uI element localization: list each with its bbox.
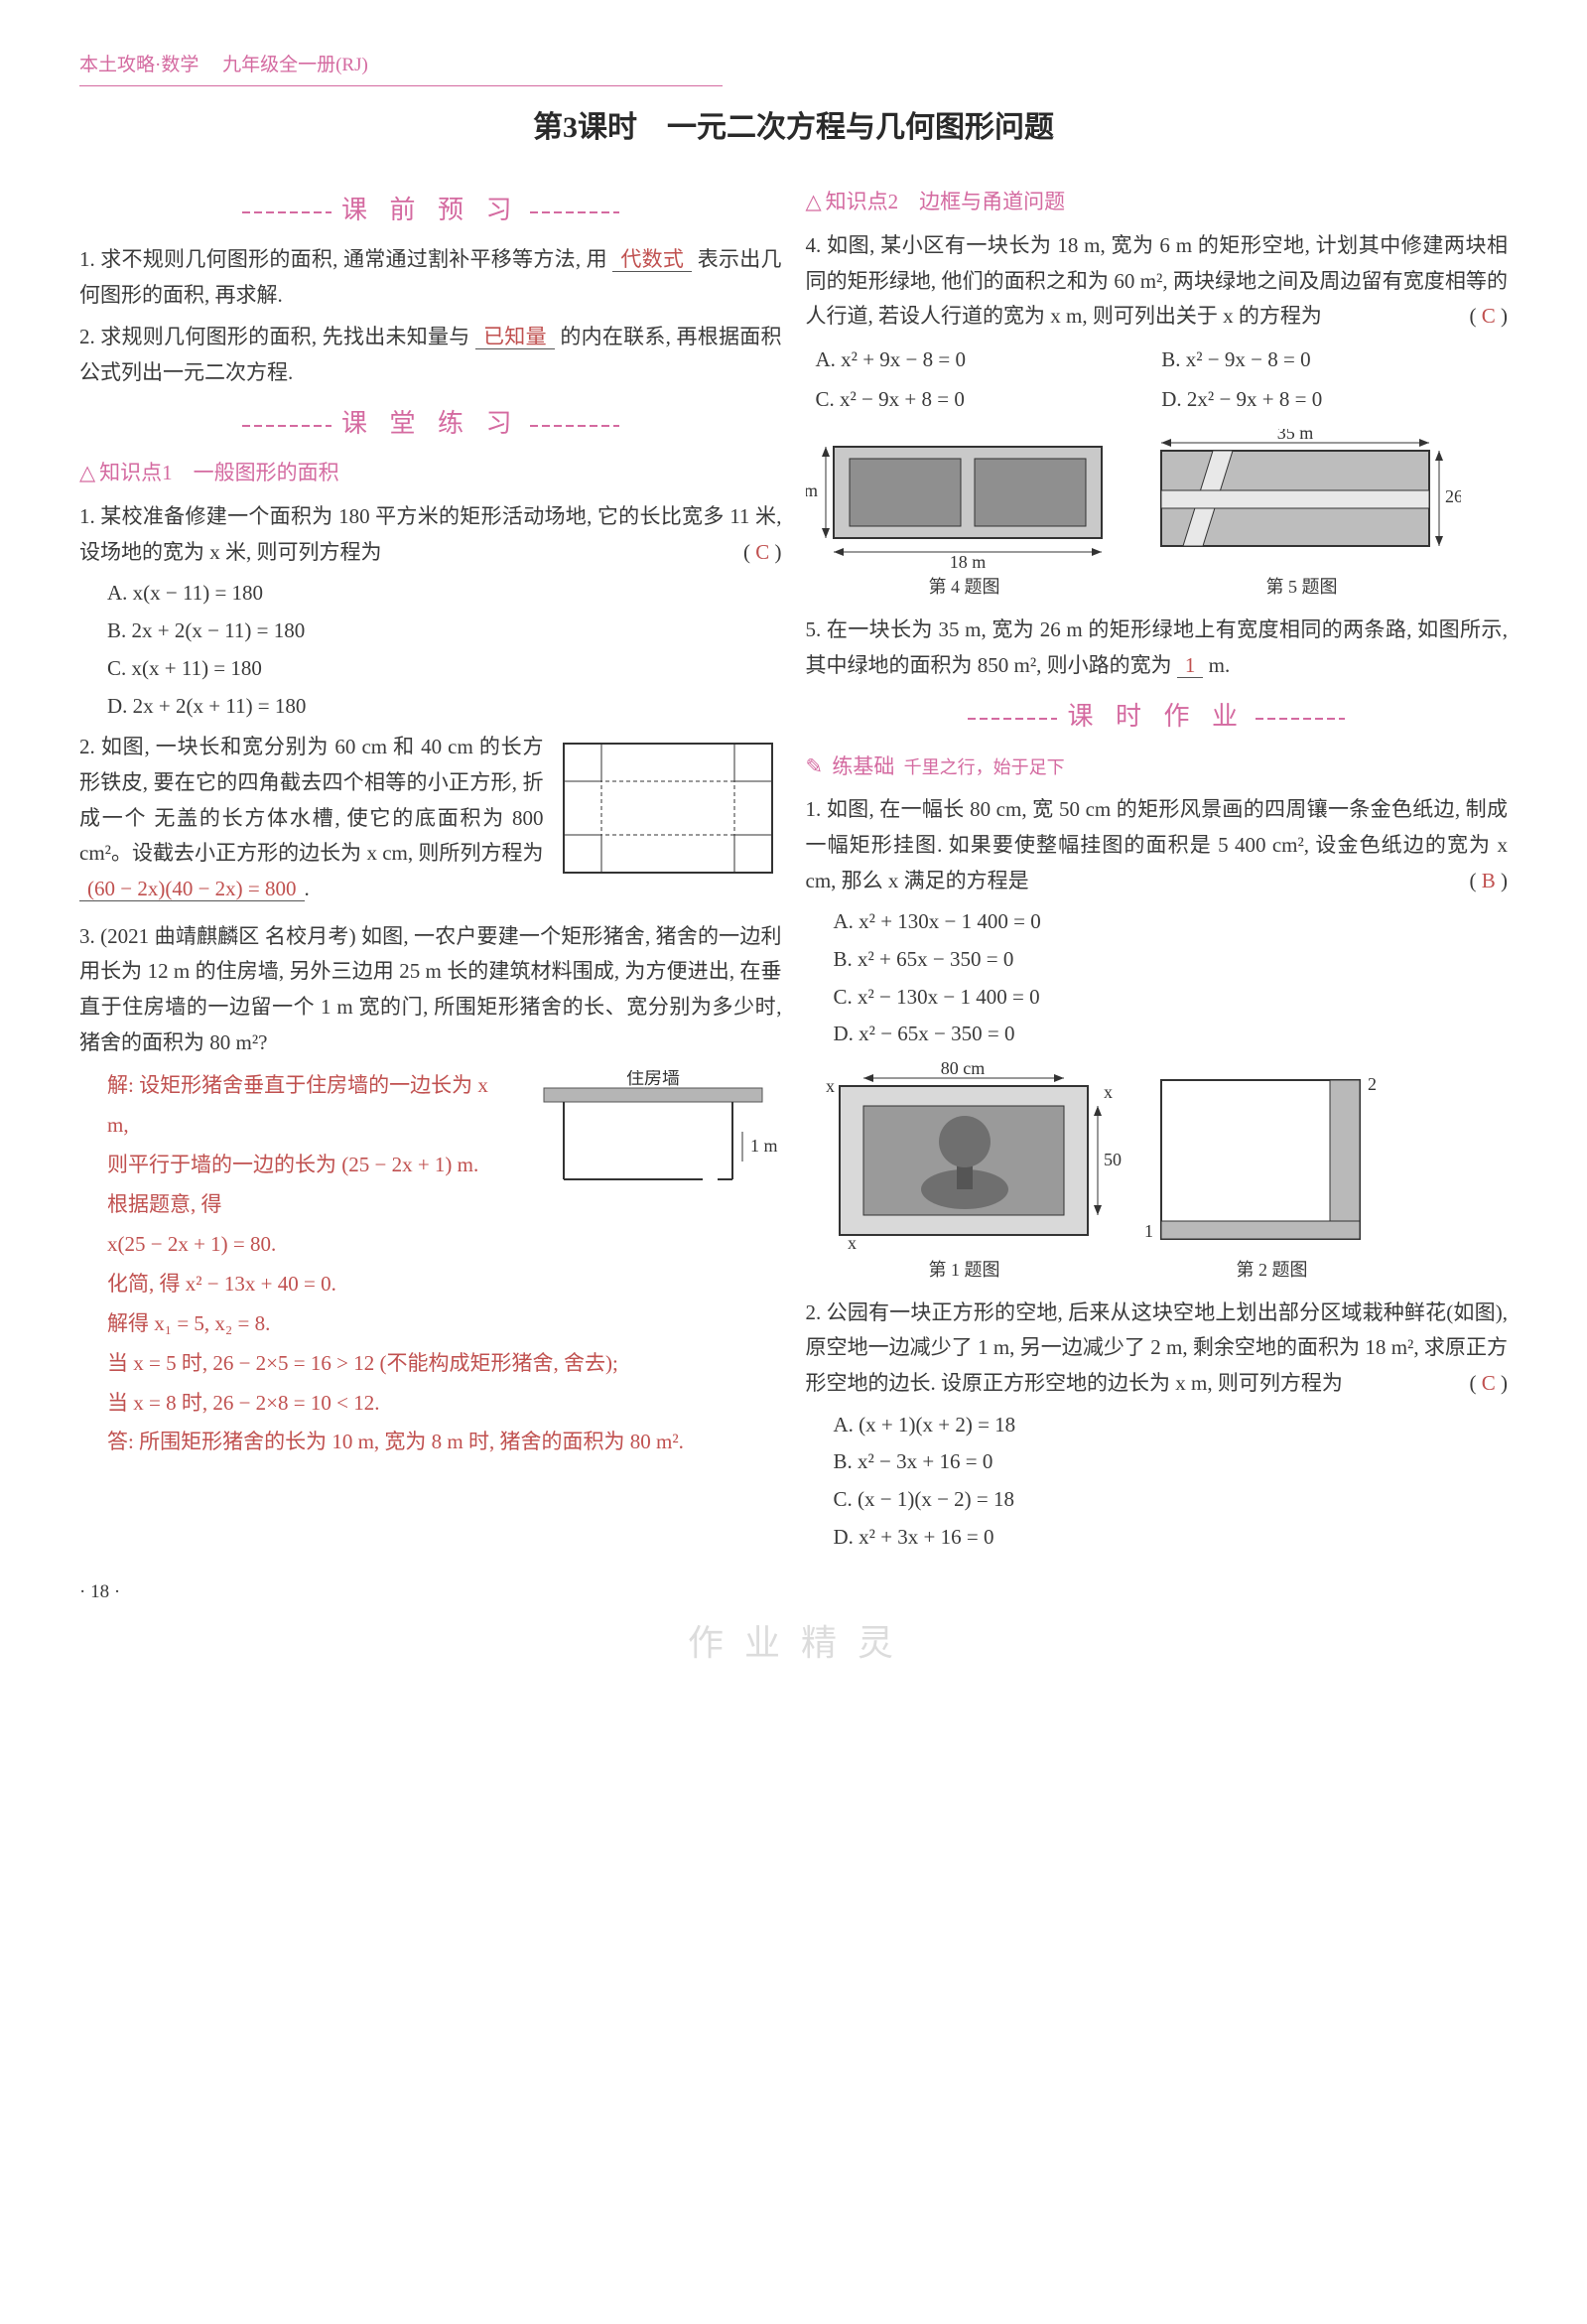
- pencil-icon: ✎: [806, 754, 824, 778]
- sol-line: 当 x = 8 时, 26 − 2×8 = 10 < 12.: [107, 1384, 782, 1424]
- svg-text:住房墙: 住房墙: [626, 1070, 680, 1088]
- q1-opt-c: C. x(x + 11) = 180: [107, 651, 782, 687]
- practice-q1: 1. 某校准备修建一个面积为 180 平方米的矩形活动场地, 它的长比宽多 11…: [79, 499, 782, 570]
- sol-line: 解得 x₁ = 5, x₂ = 8.: [107, 1304, 782, 1344]
- svg-text:1: 1: [1144, 1221, 1153, 1241]
- sol-line: 化简, 得 x² − 13x + 40 = 0.: [107, 1265, 782, 1304]
- q1-opt-d: D. 2x + 2(x + 11) = 180: [107, 689, 782, 725]
- q4-answer: C: [1482, 304, 1496, 328]
- svg-text:2: 2: [1368, 1074, 1377, 1094]
- hw2-opt-b: B. x² − 3x + 16 = 0: [834, 1444, 1509, 1480]
- practice-q4: 4. 如图, 某小区有一块长为 18 m, 宽为 6 m 的矩形空地, 计划其中…: [806, 228, 1509, 335]
- hw-fig2-caption: 第 2 题图: [1143, 1255, 1401, 1286]
- q2-blank: (60 − 2x)(40 − 2x) = 800: [79, 877, 305, 901]
- hw-fig1-caption: 第 1 题图: [806, 1255, 1124, 1286]
- sol-line: 答: 所围矩形猪舍的长为 10 m, 宽为 8 m 时, 猪舍的面积为 80 m…: [107, 1423, 782, 1462]
- q1-answer: C: [755, 540, 769, 564]
- preview-blank-2: 已知量: [475, 325, 555, 349]
- q4-opt-a: A. x² + 9x − 8 = 0: [816, 342, 1162, 378]
- hw2-opt-c: C. (x − 1)(x − 2) = 18: [834, 1482, 1509, 1518]
- hw2-opt-a: A. (x + 1)(x + 2) = 18: [834, 1408, 1509, 1443]
- hw1-opt-c: C. x² − 130x − 1 400 = 0: [834, 980, 1509, 1016]
- q1-opt-b: B. 2x + 2(x − 11) = 180: [107, 614, 782, 649]
- homework-q2: 2. 公园有一块正方形的空地, 后来从这块空地上划出部分区域栽种鲜花(如图), …: [806, 1296, 1509, 1402]
- grade-name: 九年级全一册(RJ): [222, 55, 368, 75]
- svg-text:26 m: 26 m: [1445, 486, 1461, 506]
- preview-item-1: 1. 求不规则几何图形的面积, 通常通过割补平移等方法, 用 代数式 表示出几何…: [79, 242, 782, 313]
- two-column-layout: 课 前 预 习 1. 求不规则几何图形的面积, 通常通过割补平移等方法, 用 代…: [79, 177, 1508, 1557]
- svg-text:x: x: [848, 1233, 857, 1251]
- practice-q2: 2. 如图, 一块长和宽分别为 60 cm 和 40 cm 的长方形铁皮, 要在…: [79, 730, 782, 906]
- svg-text:x: x: [826, 1076, 835, 1096]
- hw-figure-2: 2 1 第 2 题图: [1143, 1062, 1401, 1286]
- q4-q5-figures: 6 m 18 m 第 4 题图: [806, 429, 1509, 603]
- series-name: 本土攻略·数学: [79, 55, 198, 75]
- hw2-answer: C: [1482, 1371, 1496, 1395]
- lesson-title: 第3课时 一元二次方程与几何图形问题: [79, 102, 1508, 153]
- q4-opt-b: B. x² − 9x − 8 = 0: [1161, 342, 1508, 378]
- section-homework-title: 课 时 作 业: [806, 695, 1509, 739]
- svg-text:18 m: 18 m: [949, 552, 986, 568]
- bell-icon: △: [806, 190, 822, 213]
- watermark: 作 业 精 灵: [79, 1613, 1508, 1674]
- preview-item-2: 2. 求规则几何图形的面积, 先找出未知量与 已知量 的内在联系, 再根据面积公…: [79, 320, 782, 390]
- right-column: △知识点2 边框与甬道问题 4. 如图, 某小区有一块长为 18 m, 宽为 6…: [806, 177, 1509, 1557]
- hw-figures: x 80 cm 50 cm x x 第 1 题图: [806, 1062, 1509, 1286]
- kp2-label: △知识点2 边框与甬道问题: [806, 185, 1509, 220]
- practice-q3: 3. (2021 曲靖麒麟区 名校月考) 如图, 一农户要建一个矩形猪舍, 猪舍…: [79, 919, 782, 1061]
- q4-options: A. x² + 9x − 8 = 0 B. x² − 9x − 8 = 0 C.…: [816, 341, 1509, 419]
- q2-figure: [554, 734, 782, 883]
- homework-q1: 1. 如图, 在一幅长 80 cm, 宽 50 cm 的矩形风景画的四周镶一条金…: [806, 792, 1509, 898]
- svg-text:6 m: 6 m: [806, 480, 818, 500]
- bell-icon: △: [79, 461, 95, 484]
- section-preview-title: 课 前 预 习: [79, 189, 782, 232]
- kp1-label: △知识点1 一般图形的面积: [79, 456, 782, 491]
- svg-text:1 m: 1 m: [750, 1136, 778, 1156]
- preview-blank-1: 代数式: [612, 247, 692, 272]
- hw2-options: A. (x + 1)(x + 2) = 18 B. x² − 3x + 16 =…: [834, 1408, 1509, 1556]
- hw1-opt-a: A. x² + 130x − 1 400 = 0: [834, 904, 1509, 940]
- svg-text:35 m: 35 m: [1276, 429, 1313, 443]
- page-number: · 18 ·: [79, 1576, 1508, 1608]
- figure-4: 6 m 18 m 第 4 题图: [806, 429, 1124, 603]
- svg-text:50 cm: 50 cm: [1104, 1150, 1124, 1169]
- q3-figure: 住房墙 1 m: [524, 1070, 782, 1199]
- hw1-answer: B: [1482, 869, 1496, 892]
- svg-text:x: x: [1104, 1082, 1113, 1102]
- left-column: 课 前 预 习 1. 求不规则几何图形的面积, 通常通过割补平移等方法, 用 代…: [79, 177, 782, 1557]
- page-header: 本土攻略·数学 九年级全一册(RJ): [79, 50, 723, 86]
- fig4-caption: 第 4 题图: [806, 572, 1124, 603]
- hw1-opt-b: B. x² + 65x − 350 = 0: [834, 942, 1509, 978]
- hw-figure-1: x 80 cm 50 cm x x 第 1 题图: [806, 1062, 1124, 1286]
- figure-5: 35 m 26 m 第 5 题图: [1143, 429, 1461, 603]
- hw1-options: A. x² + 130x − 1 400 = 0 B. x² + 65x − 3…: [834, 904, 1509, 1052]
- sol-line: 当 x = 5 时, 26 − 2×5 = 16 > 12 (不能构成矩形猪舍,…: [107, 1344, 782, 1384]
- q1-opt-a: A. x(x − 11) = 180: [107, 576, 782, 612]
- section-practice-title: 课 堂 练 习: [79, 402, 782, 446]
- q1-options: A. x(x − 11) = 180 B. 2x + 2(x − 11) = 1…: [107, 576, 782, 724]
- svg-text:80 cm: 80 cm: [940, 1062, 985, 1078]
- hw2-opt-d: D. x² + 3x + 16 = 0: [834, 1520, 1509, 1556]
- hw1-opt-d: D. x² − 65x − 350 = 0: [834, 1017, 1509, 1052]
- q4-opt-d: D. 2x² − 9x + 8 = 0: [1161, 382, 1508, 418]
- fig5-caption: 第 5 题图: [1143, 572, 1461, 603]
- basics-label: ✎ 练基础 千里之行，始于足下: [806, 750, 1509, 785]
- q5-blank: 1: [1177, 653, 1204, 678]
- q4-opt-c: C. x² − 9x + 8 = 0: [816, 382, 1162, 418]
- sol-line: x(25 − 2x + 1) = 80.: [107, 1225, 782, 1265]
- practice-q5: 5. 在一块长为 35 m, 宽为 26 m 的矩形绿地上有宽度相同的两条路, …: [806, 613, 1509, 683]
